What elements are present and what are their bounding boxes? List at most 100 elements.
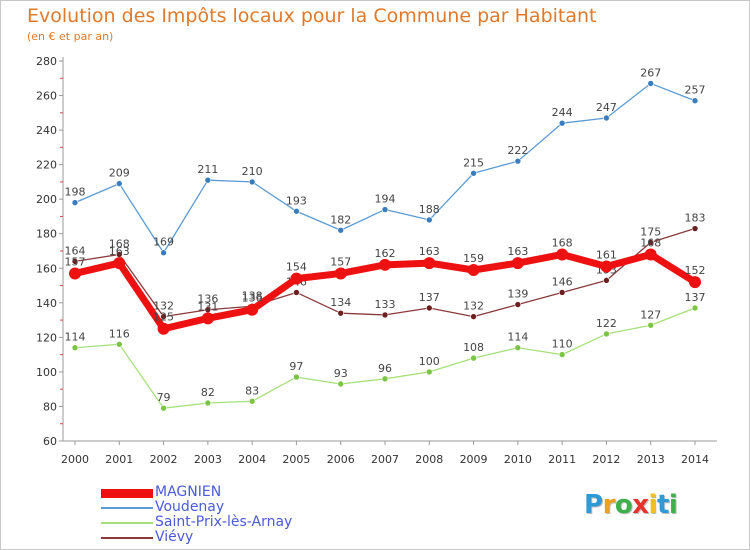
y-tick-label: 160	[36, 262, 57, 275]
data-label-magnien: 157	[330, 255, 351, 268]
data-point-magnien	[556, 248, 569, 261]
data-label-saint-prix-les-arnay: 116	[109, 327, 130, 340]
data-point-magnien	[334, 267, 347, 280]
x-tick-label: 2003	[194, 453, 222, 466]
data-label-vievy: 138	[242, 289, 263, 302]
data-label-vievy: 183	[685, 212, 706, 225]
legend-swatch-saint-prix	[101, 522, 153, 524]
legend-label-voudenay: Voudenay	[155, 499, 225, 515]
data-point-magnien	[157, 322, 170, 335]
data-label-vievy: 132	[463, 300, 484, 313]
legend-swatch-vievy	[101, 537, 153, 539]
data-label-vievy: 139	[507, 288, 528, 301]
data-point-voudenay	[160, 249, 167, 257]
y-tick-label: 140	[36, 297, 57, 310]
logo-letter: P	[584, 490, 603, 520]
y-tick-label: 220	[36, 159, 57, 172]
logo-letter: o	[614, 490, 633, 520]
x-tick-label: 2011	[548, 453, 576, 466]
data-label-voudenay: 211	[197, 163, 218, 176]
y-tick-label: 180	[36, 228, 57, 241]
data-point-saint-prix-les-arnay	[160, 404, 167, 412]
data-label-saint-prix-les-arnay: 82	[201, 386, 215, 399]
data-label-magnien: 154	[286, 261, 307, 274]
legend-swatch-magnien	[101, 489, 153, 498]
data-label-magnien: 152	[685, 264, 706, 277]
data-label-voudenay: 267	[640, 66, 661, 79]
data-label-magnien: 163	[109, 245, 130, 258]
data-label-vievy: 132	[153, 300, 174, 313]
data-label-saint-prix-les-arnay: 83	[245, 384, 259, 397]
data-label-vievy: 137	[419, 291, 440, 304]
data-label-saint-prix-les-arnay: 114	[507, 331, 528, 344]
logo-letter: i	[668, 490, 678, 520]
data-label-voudenay: 169	[153, 236, 174, 249]
data-point-vievy	[293, 289, 300, 296]
y-tick-label: 80	[43, 400, 57, 413]
data-point-magnien	[379, 258, 391, 271]
data-label-saint-prix-les-arnay: 137	[685, 291, 706, 304]
x-tick-label: 2002	[150, 453, 178, 466]
x-tick-label: 2007	[371, 453, 399, 466]
data-point-voudenay	[647, 80, 655, 87]
legend-label-vievy: Viévy	[155, 529, 194, 545]
data-label-magnien: 168	[640, 236, 661, 249]
data-label-vievy: 134	[330, 296, 351, 309]
data-point-magnien	[423, 257, 436, 270]
data-point-vievy	[381, 311, 389, 319]
data-point-voudenay	[293, 207, 300, 215]
data-point-vievy	[558, 289, 566, 296]
data-label-saint-prix-les-arnay: 114	[65, 331, 86, 344]
logo-letter: r	[602, 490, 616, 520]
logo-letter: t	[656, 490, 669, 520]
data-point-voudenay	[558, 119, 566, 127]
x-tick-label: 2008	[415, 453, 443, 466]
data-point-magnien	[113, 257, 126, 270]
data-label-saint-prix-les-arnay: 127	[640, 308, 661, 321]
data-label-voudenay: 210	[242, 165, 263, 178]
x-tick-label: 2004	[238, 453, 266, 466]
data-label-magnien: 168	[552, 236, 573, 249]
data-point-voudenay	[204, 176, 212, 184]
data-label-vievy: 168	[109, 237, 130, 250]
data-point-vievy	[470, 313, 477, 320]
data-point-magnien	[246, 303, 259, 316]
data-label-saint-prix-les-arnay: 110	[552, 338, 573, 351]
data-point-vievy	[160, 313, 167, 320]
data-point-saint-prix-les-arnay	[115, 340, 123, 348]
proxiti-logo: Proxiti	[584, 490, 678, 520]
data-point-vievy	[337, 309, 345, 317]
data-label-magnien: 157	[65, 255, 86, 268]
data-point-voudenay	[514, 157, 522, 165]
data-point-saint-prix-les-arnay	[514, 344, 522, 352]
data-point-voudenay	[115, 180, 123, 187]
data-label-saint-prix-les-arnay: 93	[334, 367, 348, 380]
data-label-magnien: 161	[596, 249, 617, 262]
data-point-vievy	[691, 225, 699, 232]
x-tick-label: 2001	[105, 453, 133, 466]
data-point-voudenay	[71, 199, 79, 206]
data-label-saint-prix-les-arnay: 122	[596, 317, 617, 330]
data-point-vievy	[647, 239, 655, 246]
data-point-saint-prix-les-arnay	[425, 368, 433, 376]
y-tick-label: 120	[36, 331, 57, 344]
data-point-magnien	[290, 272, 303, 285]
legend-swatch-voudenay	[101, 507, 153, 509]
data-label-voudenay: 182	[330, 213, 351, 226]
data-label-magnien: 159	[463, 252, 484, 265]
data-label-voudenay: 244	[552, 106, 573, 119]
data-label-vievy: 164	[65, 244, 86, 257]
data-point-saint-prix-les-arnay	[248, 397, 256, 405]
data-point-saint-prix-les-arnay	[293, 373, 300, 381]
data-point-saint-prix-les-arnay	[647, 321, 655, 329]
data-point-saint-prix-les-arnay	[71, 344, 79, 352]
data-point-magnien	[69, 267, 81, 280]
data-label-voudenay: 247	[596, 101, 617, 114]
data-point-saint-prix-les-arnay	[381, 375, 389, 383]
data-label-magnien: 125	[153, 311, 174, 324]
x-tick-label: 2013	[637, 453, 665, 466]
data-point-magnien	[644, 248, 657, 261]
y-tick-label: 200	[36, 193, 57, 206]
data-point-voudenay	[470, 169, 477, 177]
